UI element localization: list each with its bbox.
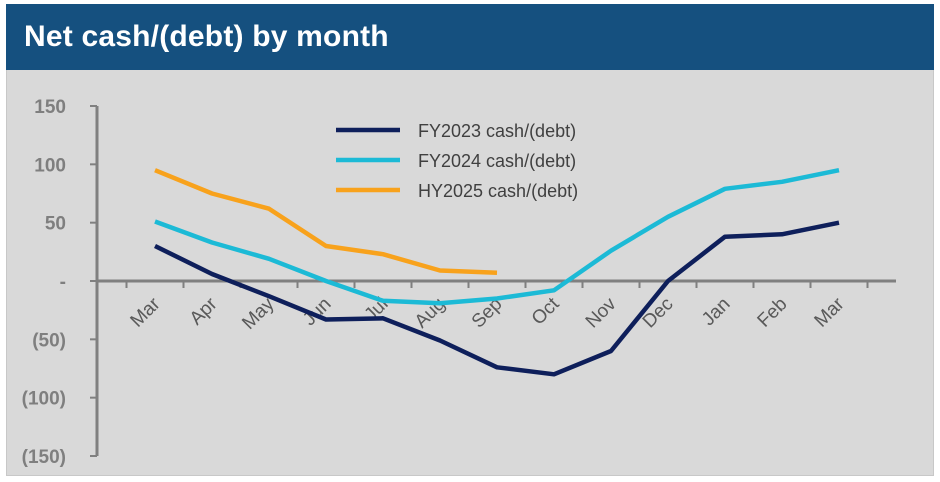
y-axis-tick-labels: 150 100 50 - (50) (100) (150): [22, 97, 66, 468]
x-tick-label: Oct: [528, 293, 564, 329]
chart-frame: [6, 4, 934, 476]
y-tick-label: (150): [22, 447, 66, 468]
x-tick-label: Jan: [698, 294, 735, 331]
legend-label: FY2024 cash/(debt): [418, 151, 576, 171]
legend-label: FY2023 cash/(debt): [418, 121, 576, 141]
y-tick-label: 150: [34, 97, 66, 118]
legend: FY2023 cash/(debt) FY2024 cash/(debt) HY20…: [336, 121, 578, 201]
chart-title: Net cash/(debt) by month: [24, 20, 389, 53]
y-tick-label: (50): [32, 330, 66, 351]
x-tick-label: Mar: [127, 293, 165, 331]
title-bar: Net cash/(debt) by month: [6, 4, 934, 70]
y-tick-label: -: [60, 272, 66, 293]
y-tick-label: 50: [45, 214, 66, 235]
x-tick-label: Feb: [754, 294, 792, 332]
legend-label: HY2025 cash/(debt): [418, 181, 578, 201]
x-tick-label: Mar: [811, 293, 849, 331]
x-tick-label: Aug: [411, 294, 450, 333]
series-line: [154, 167, 840, 306]
series-line: [154, 168, 498, 276]
y-tick-label: (100): [22, 389, 66, 410]
x-tick-label: Nov: [582, 293, 621, 332]
y-tick-label: 100: [34, 155, 66, 176]
x-tick-label: Apr: [186, 293, 222, 329]
series-line: [154, 220, 840, 377]
series-lines: [154, 167, 840, 377]
